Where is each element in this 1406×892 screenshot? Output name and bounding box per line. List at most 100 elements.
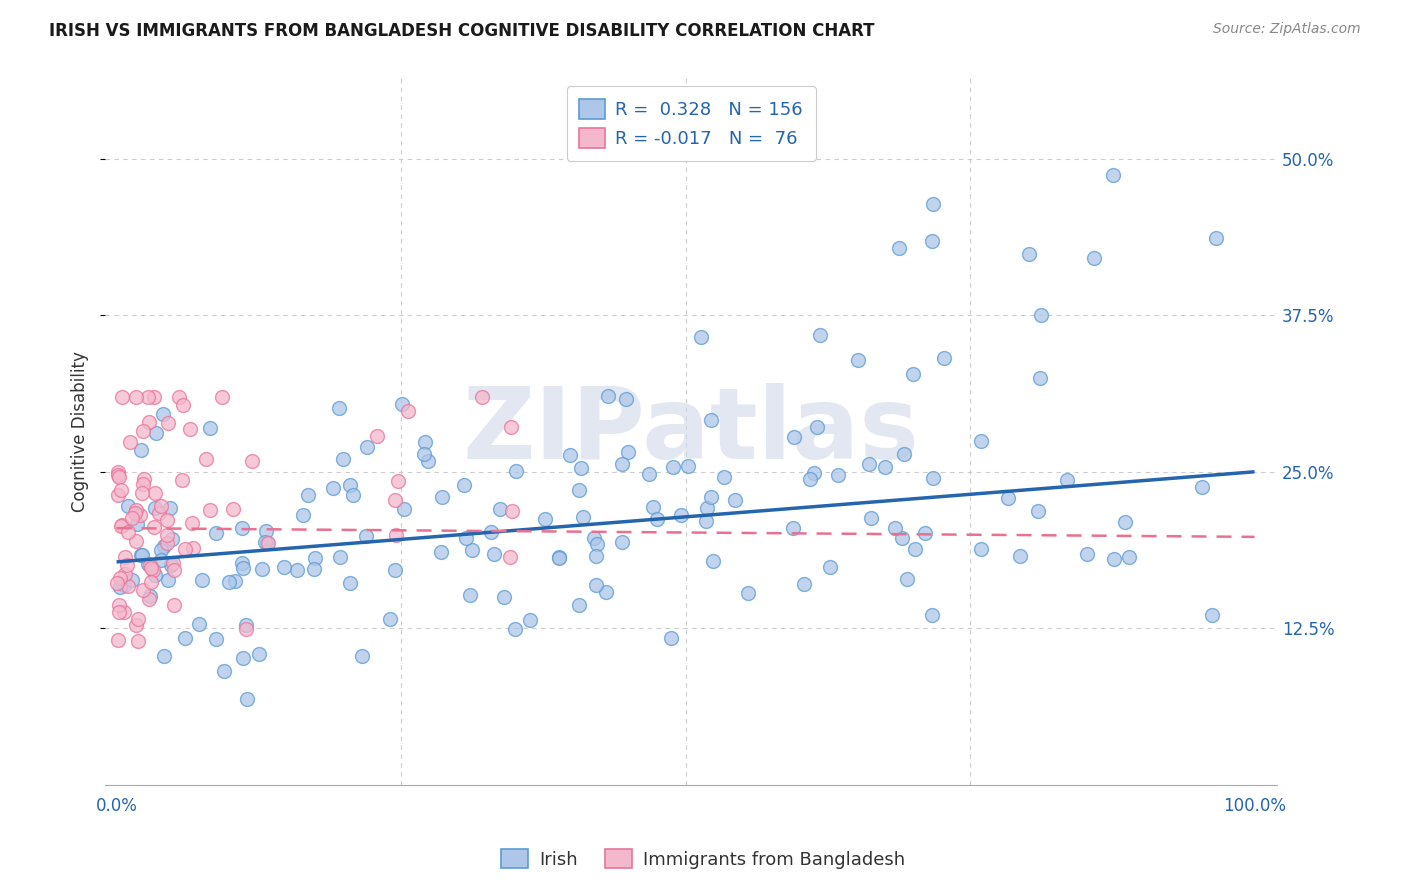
Point bbox=[117, 499, 139, 513]
Point bbox=[391, 397, 413, 411]
Point bbox=[112, 605, 135, 619]
Point bbox=[696, 501, 718, 516]
Point bbox=[145, 425, 167, 440]
Point bbox=[163, 563, 186, 577]
Point bbox=[453, 477, 475, 491]
Point bbox=[429, 545, 451, 559]
Point bbox=[221, 502, 243, 516]
Point bbox=[117, 579, 139, 593]
Point bbox=[418, 454, 440, 468]
Point bbox=[172, 473, 194, 487]
Point bbox=[124, 617, 146, 632]
Point bbox=[127, 612, 149, 626]
Point bbox=[354, 529, 377, 543]
Point bbox=[783, 430, 806, 444]
Point bbox=[132, 583, 155, 598]
Point bbox=[125, 390, 148, 404]
Point bbox=[162, 556, 184, 570]
Point bbox=[211, 390, 233, 404]
Point bbox=[127, 633, 149, 648]
Point bbox=[724, 493, 747, 508]
Point bbox=[110, 517, 132, 532]
Point bbox=[150, 552, 173, 566]
Point bbox=[129, 442, 152, 457]
Point bbox=[214, 664, 236, 678]
Point bbox=[157, 416, 180, 430]
Point bbox=[138, 592, 160, 607]
Point bbox=[782, 521, 804, 535]
Point bbox=[499, 550, 522, 565]
Point bbox=[224, 574, 246, 588]
Point bbox=[641, 500, 664, 515]
Point bbox=[107, 467, 129, 482]
Y-axis label: Cognitive Disability: Cognitive Disability bbox=[72, 351, 89, 511]
Point bbox=[806, 420, 828, 434]
Point bbox=[141, 574, 163, 589]
Point bbox=[616, 445, 638, 459]
Point bbox=[586, 537, 609, 551]
Point bbox=[339, 575, 361, 590]
Point bbox=[114, 566, 136, 581]
Point bbox=[808, 328, 831, 343]
Point bbox=[914, 525, 936, 540]
Point bbox=[662, 460, 685, 475]
Point bbox=[174, 632, 197, 646]
Point bbox=[669, 508, 692, 523]
Point bbox=[181, 516, 204, 530]
Point bbox=[413, 435, 436, 450]
Point bbox=[107, 633, 129, 648]
Point bbox=[858, 457, 880, 471]
Point bbox=[143, 567, 166, 582]
Point bbox=[638, 467, 661, 482]
Point bbox=[143, 486, 166, 500]
Point bbox=[156, 536, 179, 550]
Point bbox=[121, 511, 143, 525]
Point bbox=[160, 558, 183, 572]
Point bbox=[117, 525, 139, 540]
Point bbox=[231, 556, 253, 570]
Point bbox=[479, 525, 502, 540]
Point bbox=[356, 440, 378, 454]
Point bbox=[1118, 550, 1140, 565]
Point bbox=[997, 491, 1019, 506]
Point bbox=[548, 549, 571, 564]
Point bbox=[1114, 516, 1136, 530]
Point bbox=[125, 533, 148, 548]
Point bbox=[332, 452, 354, 467]
Point bbox=[218, 575, 240, 590]
Point bbox=[569, 461, 592, 475]
Point bbox=[494, 590, 516, 604]
Point bbox=[157, 573, 180, 587]
Point bbox=[108, 470, 131, 484]
Point bbox=[700, 413, 723, 427]
Point bbox=[304, 550, 326, 565]
Point bbox=[329, 549, 352, 564]
Text: IRISH VS IMMIGRANTS FROM BANGLADESH COGNITIVE DISABILITY CORRELATION CHART: IRISH VS IMMIGRANTS FROM BANGLADESH COGN… bbox=[49, 22, 875, 40]
Point bbox=[366, 429, 388, 443]
Point bbox=[489, 501, 512, 516]
Point bbox=[110, 518, 132, 533]
Point bbox=[124, 507, 146, 521]
Point bbox=[859, 511, 882, 525]
Point bbox=[585, 577, 607, 591]
Point bbox=[138, 416, 160, 430]
Point bbox=[505, 622, 527, 636]
Point bbox=[471, 390, 494, 404]
Point bbox=[129, 508, 152, 522]
Point bbox=[568, 483, 591, 498]
Point bbox=[799, 472, 821, 486]
Point bbox=[921, 608, 943, 623]
Point bbox=[384, 562, 406, 576]
Point bbox=[236, 692, 259, 706]
Point bbox=[132, 424, 155, 438]
Point bbox=[713, 470, 735, 484]
Point bbox=[891, 531, 914, 545]
Point bbox=[131, 548, 153, 562]
Point bbox=[205, 525, 228, 540]
Point bbox=[1102, 552, 1125, 566]
Point bbox=[645, 512, 668, 526]
Point bbox=[257, 535, 280, 549]
Point bbox=[904, 541, 927, 556]
Point bbox=[873, 459, 896, 474]
Point bbox=[572, 509, 595, 524]
